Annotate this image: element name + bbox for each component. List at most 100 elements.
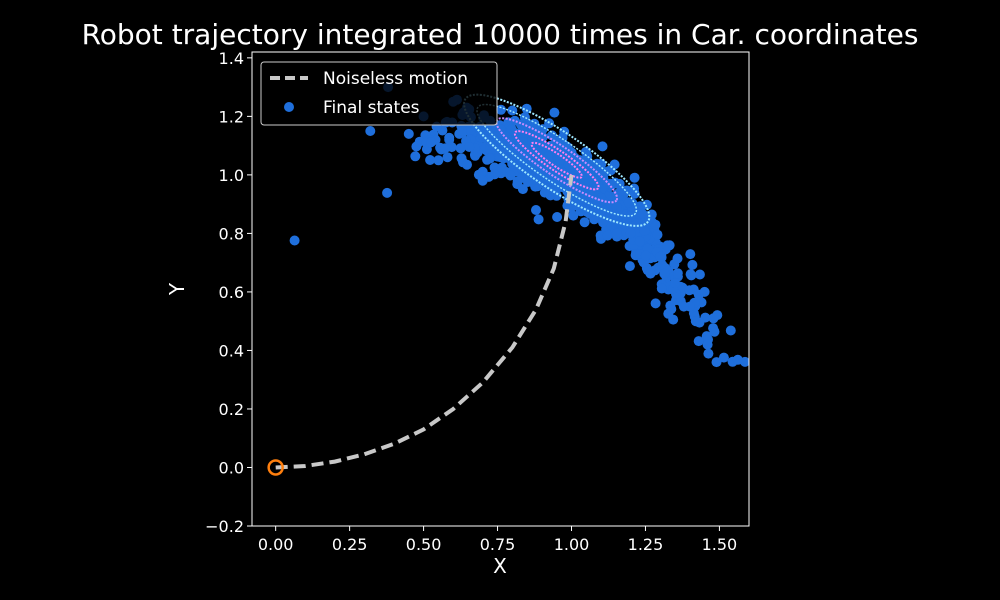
final-state-point [662,240,673,251]
final-state-point [575,187,586,198]
final-state-point [711,357,722,368]
start-marker [267,459,284,476]
y-tick-label: 1.2 [219,107,244,126]
final-state-point [531,205,541,215]
final-state-point [552,212,563,222]
final-state-point [644,213,654,224]
final-state-point [640,250,651,261]
final-state-point [477,166,488,177]
final-state-point [543,151,554,162]
final-state-point [497,145,507,156]
final-state-point [425,155,436,165]
x-tick-label: 0.25 [332,535,368,554]
final-state-point [693,336,704,347]
final-state-point [539,187,550,198]
final-state-point [569,196,580,207]
final-state-point [440,143,450,154]
final-state-point [455,143,466,154]
final-state-point [533,214,544,225]
final-state-point [687,259,698,270]
x-tick-label: 1.00 [554,535,590,554]
final-state-point [496,104,506,115]
final-state-point [489,162,500,173]
final-state-point [563,160,574,170]
final-state-point [549,107,560,118]
final-state-point [592,179,603,190]
final-state-point [521,103,532,114]
final-state-point [699,286,710,297]
final-state-point [609,159,620,170]
plot-area [267,82,820,513]
final-state-point [444,132,455,143]
final-state-point [650,298,661,309]
axes-frame [251,51,750,527]
chart-title: Robot trajectory integrated 10000 times … [82,18,919,51]
final-state-point [656,283,667,294]
final-state-point [568,210,579,221]
x-axis-ticks: 0.00 0.25 0.50 0.75 1.00 1.25 1.50 [258,526,737,554]
final-state-point [762,420,772,430]
final-state-point [584,207,595,218]
x-tick-label: 1.50 [702,535,738,554]
final-state-point [575,178,586,189]
final-state-point [517,184,528,195]
x-tick-label: 0.00 [258,535,294,554]
x-tick-label: 0.75 [480,535,516,554]
final-state-point [426,137,437,148]
final-state-point [501,131,512,142]
final-state-point [457,126,467,136]
legend: Noiseless motion Final states [260,61,498,126]
final-state-point [709,326,720,337]
y-tick-label: 0.0 [219,458,244,477]
y-tick-label: 0.2 [219,400,244,419]
final-state-point [579,217,590,228]
y-tick-label: 1.4 [219,49,244,68]
y-tick-label: 0.6 [219,283,244,302]
final-state-point [708,313,719,324]
final-state-point [672,268,683,279]
final-state-point [403,128,414,139]
noiseless-motion-line [275,174,574,470]
final-state-point [703,348,714,359]
y-tick-label: 0.4 [219,341,244,360]
final-state-point [641,199,652,210]
final-state-point [670,278,680,289]
legend-final-states-swatch [284,102,294,112]
final-state-point [634,236,645,247]
final-state-point [685,249,696,260]
final-state-point [639,226,650,236]
final-state-point [382,187,393,198]
final-state-point [478,127,489,138]
y-axis-label: Y [165,282,189,296]
final-state-point [655,251,666,262]
density-contour [530,141,583,179]
final-state-point [289,235,300,246]
final-state-point [462,159,472,170]
final-state-point [665,300,676,311]
density-contour [513,130,600,191]
final-state-point [526,161,537,172]
final-state-point [690,316,701,327]
final-state-point [598,217,608,228]
x-axis-label: X [493,554,507,578]
final-state-point [535,152,545,163]
final-state-point [466,124,476,135]
final-state-point [411,141,422,152]
final-state-point [597,141,608,152]
final-state-point [623,197,634,208]
final-state-point [629,188,640,199]
final-state-point [810,503,820,513]
final-state-point [365,126,376,136]
final-state-point [596,158,607,169]
final-state-point [672,253,683,264]
y-tick-label: −0.2 [205,517,244,536]
final-state-point [496,162,507,173]
final-state-point [505,170,516,181]
x-tick-label: 0.50 [406,535,442,554]
y-axis-ticks: −0.2 0.0 0.2 0.4 0.6 0.8 1.0 1.2 1.4 [205,49,252,536]
final-state-point [519,112,530,123]
final-state-point [617,185,628,196]
final-state-point [694,269,705,280]
final-state-point [684,285,695,296]
